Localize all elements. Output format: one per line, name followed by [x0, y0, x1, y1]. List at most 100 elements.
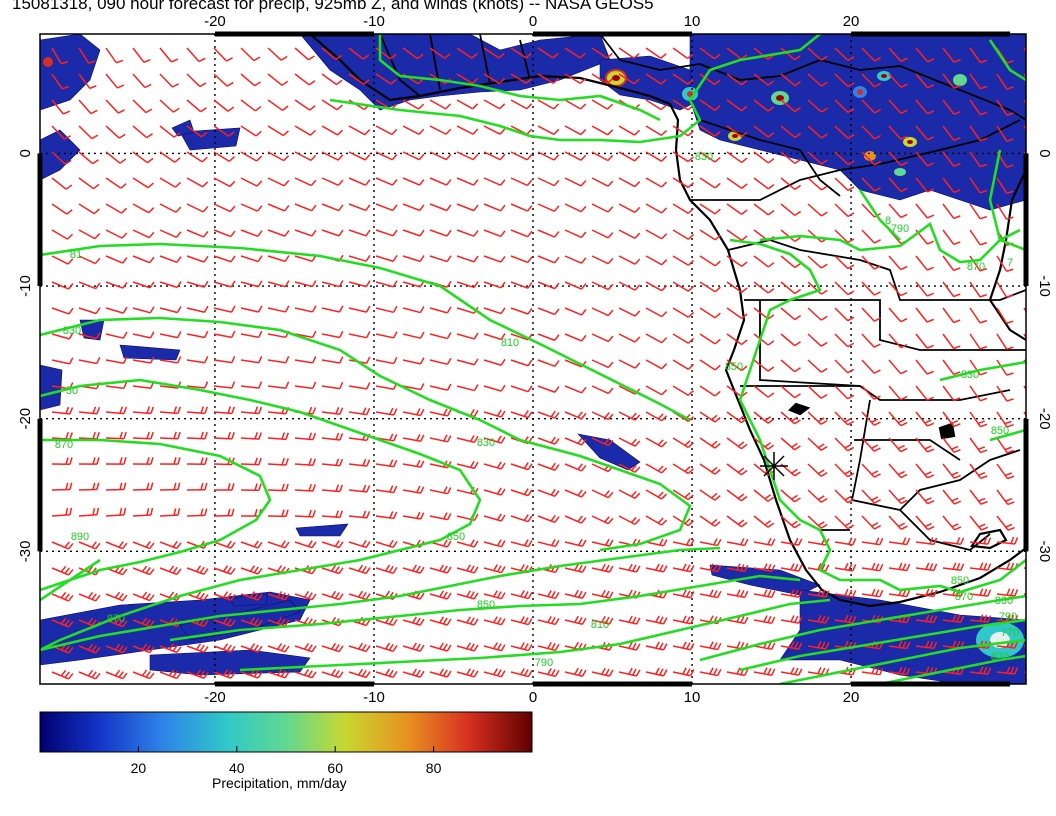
- wind-barb: [186, 73, 207, 88]
- wind-barb: [132, 457, 154, 465]
- wind-barb: [807, 641, 830, 650]
- wind-barb: [537, 590, 560, 600]
- wind-barb: [483, 333, 506, 341]
- wind-barb: [132, 203, 155, 214]
- wind-barb: [267, 381, 290, 389]
- wind-barb: [726, 489, 748, 502]
- wind-barb: [348, 564, 371, 575]
- wind-barb: [483, 461, 506, 470]
- wind-barb: [969, 47, 988, 64]
- wind-barb: [240, 355, 263, 364]
- wind-barb: [213, 125, 235, 137]
- wind-barb: [186, 406, 209, 415]
- wind-barb: [429, 486, 452, 495]
- contour-label: 870: [967, 261, 985, 273]
- wind-barb: [915, 359, 934, 375]
- wind-barb: [159, 457, 181, 465]
- wind-barb: [483, 255, 506, 263]
- wind-barb: [267, 125, 289, 137]
- wind-barb: [888, 281, 908, 297]
- wind-barb: [888, 437, 908, 453]
- wind-barb: [726, 563, 749, 573]
- wind-barb: [51, 591, 74, 602]
- wind-barb: [429, 383, 452, 391]
- wind-barb: [726, 125, 748, 138]
- wind-barb: [537, 488, 560, 498]
- wind-barb: [429, 125, 452, 135]
- wind-barb: [699, 177, 721, 189]
- wind-barb: [267, 203, 290, 212]
- wind-barb: [753, 125, 775, 138]
- wind-barb: [969, 359, 988, 376]
- wind-barb: [51, 332, 74, 340]
- wind-barb: [294, 356, 317, 364]
- wind-barb: [618, 125, 641, 136]
- wind-barb: [240, 125, 262, 137]
- wind-barb: [753, 307, 775, 320]
- wind-barb: [753, 489, 775, 502]
- lat-tick-left: 0: [17, 149, 34, 157]
- wind-barb: [726, 151, 748, 164]
- wind-barb: [429, 47, 451, 59]
- wind-barb: [402, 383, 425, 391]
- wind-barb: [267, 280, 290, 288]
- wind-barb: [348, 484, 371, 493]
- wind-barb: [429, 668, 452, 678]
- wind-barb: [213, 99, 235, 112]
- wind-barb: [78, 507, 100, 517]
- wind-barb: [564, 255, 587, 264]
- wind-barb: [618, 203, 641, 214]
- wind-barb: [861, 255, 881, 270]
- wind-barb: [429, 408, 452, 417]
- wind-barb: [321, 564, 344, 575]
- wind-barb: [861, 281, 881, 296]
- wind-barb: [780, 333, 801, 347]
- wind-barb: [564, 411, 587, 420]
- wind-barb: [213, 73, 234, 87]
- wind-barb: [888, 177, 908, 193]
- wind-barb: [186, 99, 207, 113]
- wind-barb: [672, 151, 694, 163]
- wind-barb: [888, 537, 911, 546]
- wind-barb: [942, 125, 961, 141]
- wind-barb: [186, 508, 208, 517]
- wind-barb: [807, 47, 828, 61]
- wind-barb: [132, 331, 155, 339]
- wind-barb: [996, 411, 1014, 428]
- wind-barb: [105, 643, 128, 654]
- wind-barb: [240, 47, 261, 62]
- wind-barb: [699, 641, 722, 651]
- wind-barb: [645, 437, 668, 448]
- wind-barb: [240, 151, 263, 162]
- wind-barb: [699, 151, 721, 163]
- wind-barb: [186, 229, 209, 238]
- wind-barb: [564, 538, 587, 548]
- wind-barb: [456, 616, 479, 626]
- wind-barb: [456, 384, 479, 392]
- wind-barb: [240, 509, 262, 517]
- wind-barb: [996, 125, 1014, 142]
- wind-barb: [564, 73, 586, 85]
- wind-barb: [753, 641, 776, 651]
- wind-barb: [591, 385, 614, 395]
- wind-barb: [834, 151, 855, 166]
- wind-barb: [159, 669, 182, 680]
- wind-barb: [861, 359, 881, 374]
- wind-barb: [780, 589, 803, 598]
- wind-barb: [996, 333, 1014, 350]
- wind-barb: [780, 411, 801, 425]
- wind-barb: [510, 488, 533, 497]
- wind-barb: [645, 229, 668, 240]
- wind-barb: [537, 642, 560, 652]
- wind-barb: [780, 489, 801, 503]
- wind-barb: [186, 203, 209, 213]
- wind-barb: [483, 384, 506, 392]
- wind-barb: [996, 588, 1019, 597]
- wind-barb: [645, 307, 668, 318]
- wind-barb: [402, 125, 425, 135]
- wind-barb: [591, 489, 614, 499]
- wind-barb: [240, 73, 261, 87]
- wind-barb: [375, 642, 398, 652]
- wind-barb: [402, 433, 425, 443]
- wind-barb: [699, 437, 721, 449]
